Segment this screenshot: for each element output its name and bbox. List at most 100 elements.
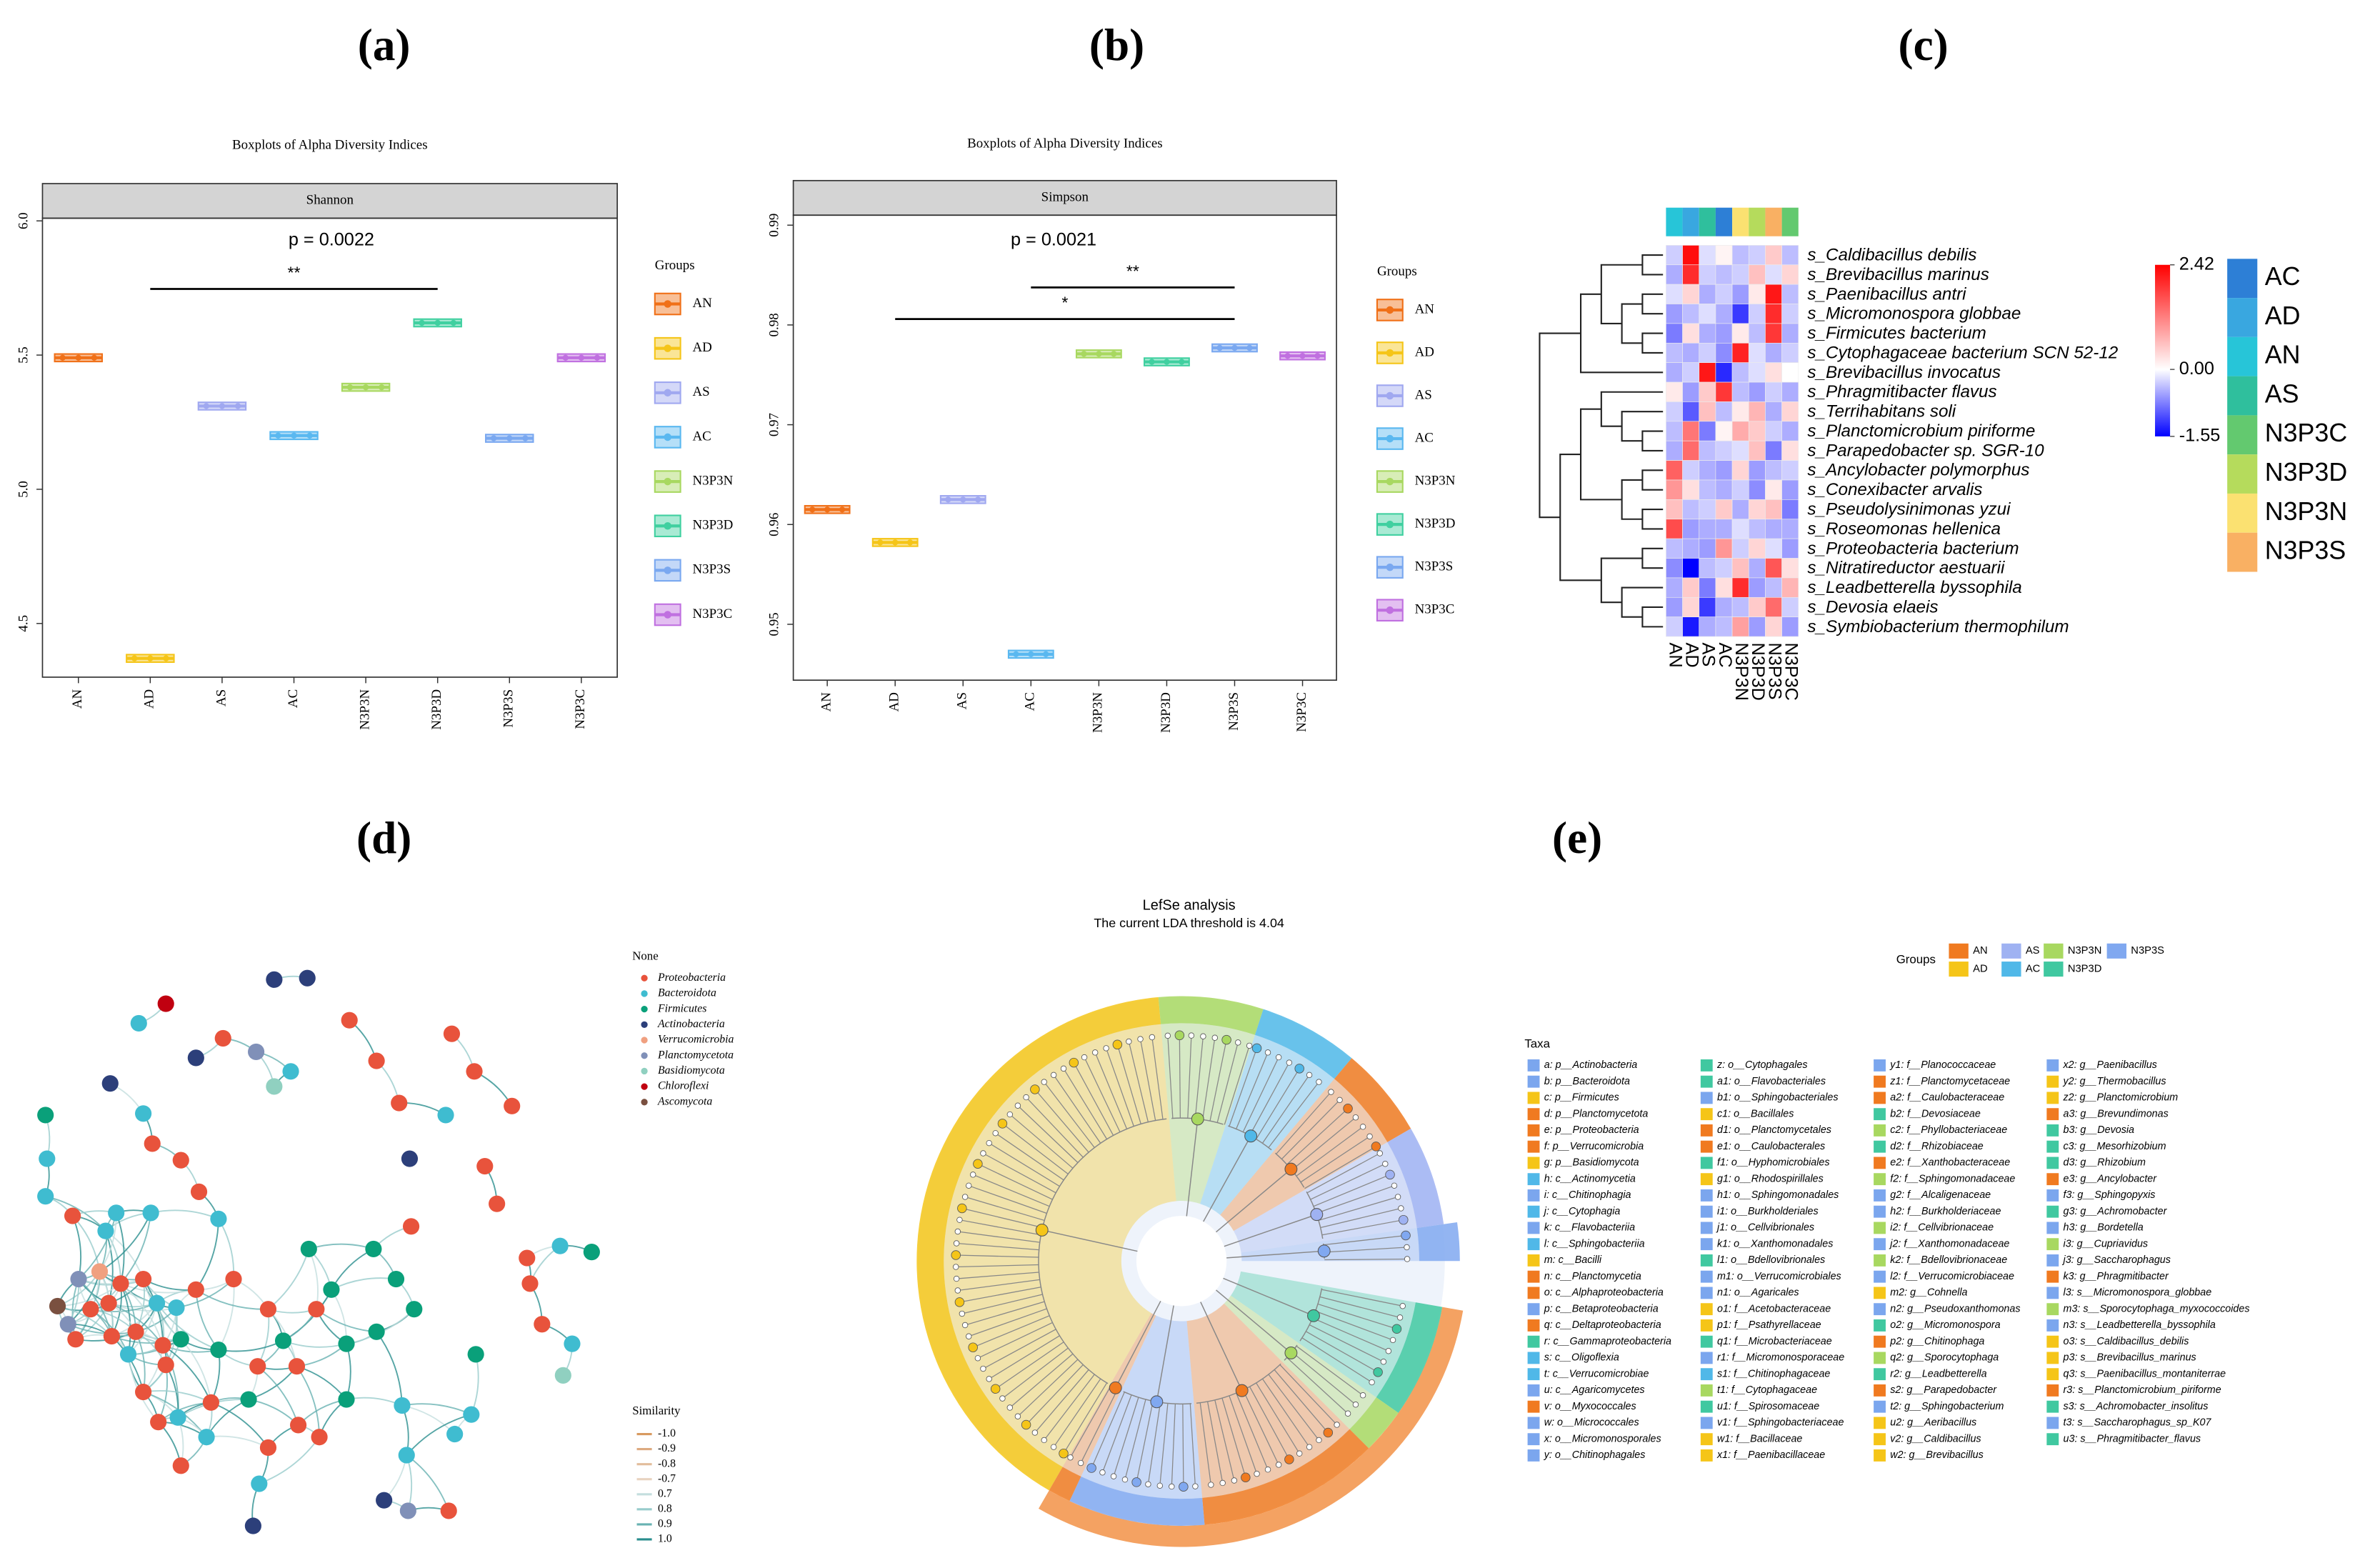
dendrogram-branch bbox=[1641, 509, 1664, 530]
network-node bbox=[172, 1331, 189, 1348]
tree-node bbox=[1396, 1314, 1404, 1321]
tree-node bbox=[1081, 1054, 1088, 1061]
point bbox=[974, 496, 981, 503]
row-label: s_Symbiobacterium thermophilum bbox=[1807, 617, 2069, 636]
tree-leaf bbox=[1318, 1196, 1399, 1222]
heatmap-cell bbox=[1748, 304, 1766, 324]
legend-label: 0.7 bbox=[658, 1487, 672, 1499]
tree-node bbox=[1352, 1114, 1359, 1121]
heatmap-cell bbox=[1715, 381, 1733, 402]
network-node bbox=[534, 1316, 551, 1333]
tree-node bbox=[1359, 1124, 1366, 1130]
heatmap-cell bbox=[1765, 362, 1782, 383]
legend-label: f: p__Verrucomicrobia bbox=[1544, 1141, 1644, 1152]
legend-swatch bbox=[1874, 1287, 1886, 1299]
column-label: AN bbox=[1665, 642, 1685, 667]
legend-label: x1: f__Paenibacillaceae bbox=[1716, 1449, 1825, 1461]
heatmap-cell bbox=[1781, 323, 1799, 344]
tree-leaf bbox=[1053, 1378, 1101, 1448]
tree-node bbox=[973, 1159, 983, 1169]
tree-leaf bbox=[964, 1196, 1045, 1222]
network-node bbox=[202, 1394, 219, 1411]
legend-swatch bbox=[641, 1037, 648, 1044]
colorbar-label: 2.42 bbox=[2179, 254, 2214, 274]
point bbox=[1299, 352, 1306, 359]
heatmap-cell bbox=[1748, 381, 1766, 402]
tree-branch bbox=[1223, 1277, 1314, 1317]
tree-leaf bbox=[1026, 1097, 1084, 1158]
y-tick-label: 0.97 bbox=[767, 413, 782, 436]
network-node bbox=[504, 1097, 521, 1114]
legend-label: a1: o__Flavobacteriales bbox=[1717, 1076, 1826, 1087]
x-tick-label: AD bbox=[142, 689, 157, 709]
tree-node bbox=[1191, 1112, 1204, 1126]
network-edge bbox=[218, 1340, 284, 1352]
legend-title: Similarity bbox=[632, 1404, 681, 1417]
point bbox=[306, 432, 313, 439]
x-tick-label: AN bbox=[819, 692, 834, 712]
legend-swatch bbox=[2001, 943, 2021, 959]
clade-outer bbox=[1069, 1476, 1205, 1527]
column-annotation bbox=[1732, 207, 1749, 236]
network-edge bbox=[331, 1277, 396, 1291]
network-node bbox=[489, 1195, 506, 1212]
legend-label: j1: o__Cellvibrionales bbox=[1716, 1222, 1814, 1234]
point bbox=[1231, 344, 1238, 351]
network-node bbox=[440, 1502, 457, 1519]
tree-leaf bbox=[995, 1342, 1064, 1389]
legend-swatch bbox=[1874, 1417, 1886, 1429]
legend-swatch bbox=[2046, 1335, 2059, 1348]
chart-title: LefSe analysis bbox=[1143, 897, 1236, 913]
tree-node bbox=[1050, 1072, 1057, 1079]
legend-label: p3: s__Brevibacillus_marinus bbox=[2063, 1352, 2196, 1364]
x-tick-label: N3P3N bbox=[357, 689, 372, 729]
legend-label: q: c__Deltaproteobacteria bbox=[1544, 1319, 1661, 1331]
tree-node bbox=[974, 1355, 981, 1362]
legend-label: N3P3S bbox=[692, 562, 731, 577]
network-node bbox=[190, 1183, 208, 1200]
point bbox=[506, 435, 513, 441]
legend-swatch bbox=[1874, 1173, 1886, 1186]
network-node bbox=[91, 1263, 109, 1280]
legend-label: N3P3C bbox=[2265, 419, 2347, 447]
tree-leaf bbox=[1300, 1136, 1370, 1183]
tree-node bbox=[1371, 1142, 1381, 1152]
legend-swatch bbox=[1527, 1173, 1540, 1186]
legend-label: y2: g__Thermobacillus bbox=[2063, 1076, 2166, 1087]
row-label: s_Conexibacter arvalis bbox=[1807, 480, 1982, 499]
heatmap-cell bbox=[1699, 284, 1716, 304]
heatmap-cell bbox=[1682, 538, 1700, 559]
chart-title: Boxplots of Alpha Diversity Indices bbox=[967, 136, 1163, 151]
dendrogram-branch bbox=[1641, 332, 1664, 354]
legend-swatch bbox=[1874, 1140, 1886, 1153]
heatmap-cell bbox=[1666, 616, 1683, 637]
panel-label: (d) bbox=[356, 813, 411, 863]
legend-label: c3: g__Mesorhizobium bbox=[2064, 1141, 2166, 1152]
heatmap-cell bbox=[1699, 401, 1716, 422]
legend-swatch bbox=[2046, 1238, 2059, 1251]
heatmap-cell bbox=[1748, 596, 1766, 617]
point bbox=[1246, 344, 1253, 351]
heatmap-cell bbox=[1748, 440, 1766, 461]
legend-title: Groups bbox=[1896, 952, 1936, 966]
tree-node bbox=[1316, 1437, 1322, 1444]
tree-node bbox=[1394, 1194, 1401, 1200]
tree-node bbox=[1264, 1466, 1271, 1473]
tree-leaf bbox=[1274, 1369, 1329, 1433]
tree-leaf bbox=[1017, 1105, 1079, 1163]
tree-leaf bbox=[1319, 1296, 1401, 1318]
tree-node bbox=[1399, 1303, 1406, 1309]
legend-swatch bbox=[1527, 1108, 1540, 1121]
legend-swatch bbox=[1874, 1270, 1886, 1283]
legend-label: a: p__Actinobacteria bbox=[1544, 1059, 1638, 1071]
heatmap-cell bbox=[1666, 479, 1683, 500]
tree-leaf bbox=[1026, 1364, 1084, 1425]
point bbox=[219, 403, 226, 409]
network-node bbox=[583, 1244, 600, 1261]
heatmap-cell bbox=[1781, 616, 1799, 637]
row-label: s_Devosia elaeis bbox=[1807, 597, 1938, 616]
legend-swatch bbox=[1700, 1417, 1713, 1429]
legend-swatch bbox=[2046, 1075, 2059, 1088]
row-label: s_Proteobacteria bacterium bbox=[1807, 539, 2019, 558]
heatmap-cell bbox=[1715, 519, 1733, 539]
